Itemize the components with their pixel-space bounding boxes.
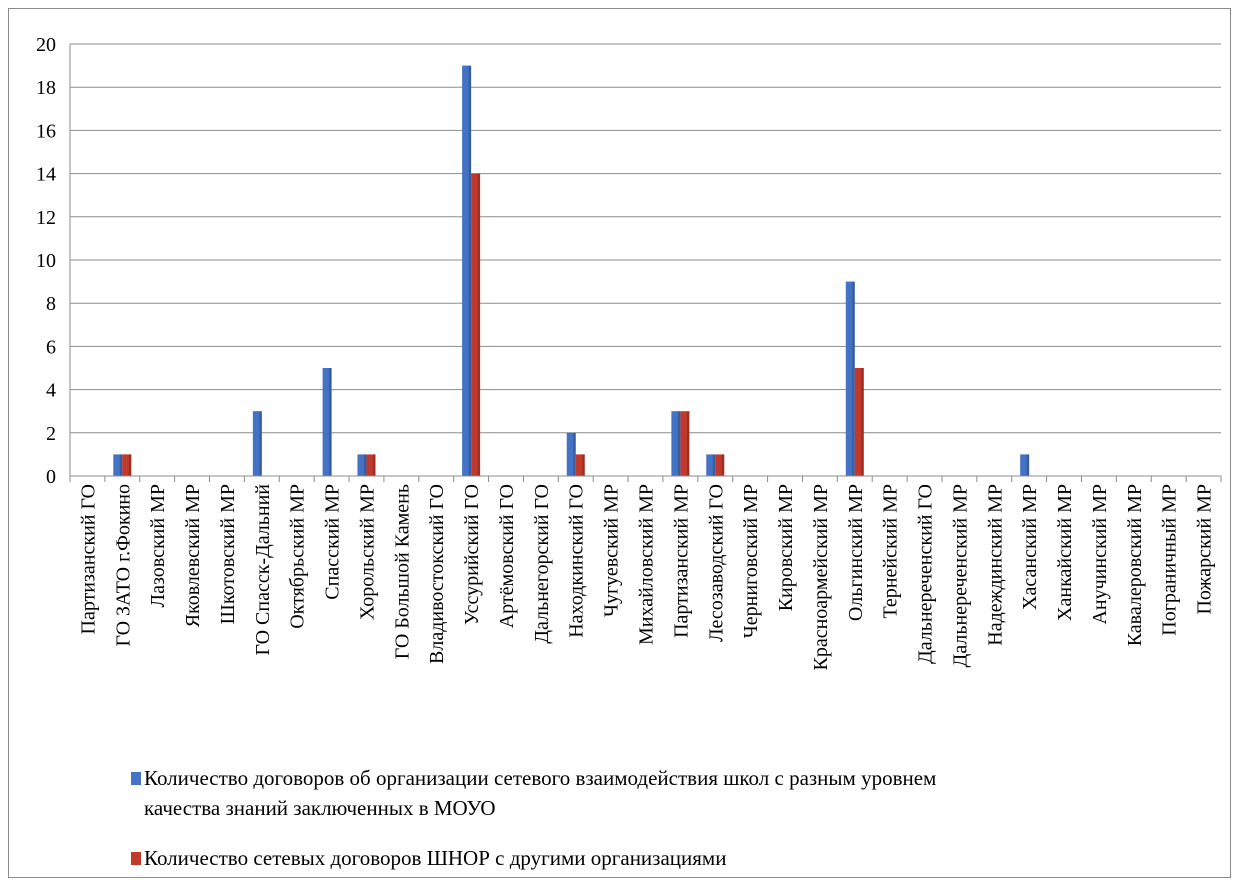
bar-series-1-27 bbox=[1020, 454, 1030, 476]
legend-swatch-series-2 bbox=[131, 852, 141, 865]
legend-label-series-1-line-1: Количество договоров об организации сете… bbox=[144, 766, 937, 790]
bar-shade-series-1-5 bbox=[259, 411, 262, 476]
y-tick-label-4: 4 bbox=[46, 380, 56, 402]
x-category-label-12: Артёмовский ГО bbox=[496, 484, 518, 628]
bar-shade-series-1-1 bbox=[119, 454, 123, 476]
bar-series-2-18 bbox=[715, 454, 725, 476]
x-category-label-4: Шкотовский МР bbox=[217, 484, 239, 624]
bar-shade-series-1-14 bbox=[573, 432, 576, 476]
x-category-label-7: Спасский МР bbox=[322, 484, 344, 600]
x-category-label-15: Чугуевский МР bbox=[601, 484, 623, 617]
legend-item-series-1: Количество договоров об организации сете… bbox=[131, 763, 936, 823]
bar-series-1-11 bbox=[462, 65, 472, 476]
y-tick-label-16: 16 bbox=[36, 120, 56, 142]
bar-shade-series-1-27 bbox=[1026, 454, 1030, 476]
x-category-label-22: Ольгинский МР bbox=[845, 484, 867, 621]
bar-series-1-22 bbox=[845, 281, 855, 476]
x-category-label-21: Красноармейский МР bbox=[810, 484, 832, 671]
x-axis: Партизанский ГО ГО ЗАТО г.Фокино Лазовский… bbox=[69, 475, 1222, 671]
bar-series-2-8 bbox=[366, 454, 376, 476]
legend-label-series-1: Количество договоров об организации сете… bbox=[144, 763, 936, 823]
y-tick-label-6: 6 bbox=[46, 336, 56, 358]
x-category-label-17: Партизанский МР bbox=[670, 484, 692, 638]
legend-label-series-2: Количество сетевых договоров ШНОР с друг… bbox=[144, 846, 727, 870]
bar-shade-series-1-7 bbox=[329, 368, 332, 476]
gridlines bbox=[70, 43, 1221, 477]
x-category-label-32: Пожарский МР bbox=[1194, 484, 1216, 615]
x-category-label-5: ГО Спасск-Дальний bbox=[252, 484, 274, 656]
x-category-label-9: ГО Большой Камень bbox=[391, 484, 413, 659]
bar-series-2-17 bbox=[680, 411, 690, 476]
x-category-label-13: Дальнегорский ГО bbox=[531, 484, 553, 644]
x-category-label-14: Находкинский ГО bbox=[566, 484, 588, 638]
x-category-label-25: Дальнереченский МР bbox=[949, 484, 971, 667]
y-tick-label-0: 0 bbox=[46, 466, 56, 488]
x-category-label-6: Октябрьский МР bbox=[287, 484, 309, 629]
x-category-label-30: Кавалеровский МР bbox=[1124, 484, 1146, 646]
y-axis: 0 2 4 6 8 10 12 14 16 18 20 bbox=[36, 34, 71, 488]
y-tick-label-10: 10 bbox=[36, 250, 56, 272]
x-category-label-20: Кировский МР bbox=[775, 484, 797, 611]
bar-shade-series-1-17 bbox=[677, 411, 681, 476]
legend-swatch-series-1 bbox=[131, 772, 141, 785]
legend-item-series-2: Количество сетевых договоров ШНОР с друг… bbox=[131, 843, 726, 873]
x-category-label-19: Черниговский МР bbox=[740, 484, 762, 638]
y-tick-label-18: 18 bbox=[36, 77, 56, 99]
bar-series-1-17 bbox=[671, 411, 681, 476]
x-category-label-0: Партизанский ГО bbox=[77, 484, 99, 635]
x-category-label-1: ГО ЗАТО г.Фокино bbox=[112, 484, 134, 646]
bar-series-1-18 bbox=[706, 454, 716, 476]
bar-series-1-1 bbox=[113, 454, 123, 476]
bar-shade-series-2-18 bbox=[721, 454, 725, 476]
bar-series-1-14 bbox=[566, 432, 576, 476]
x-category-label-8: Хорольский МР bbox=[356, 484, 378, 620]
bar-shade-series-2-11 bbox=[477, 173, 481, 476]
bar-shade-series-2-8 bbox=[372, 454, 376, 476]
bar-shade-series-2-1 bbox=[128, 454, 132, 476]
x-category-label-28: Ханкайский МР bbox=[1054, 484, 1076, 621]
bar-series-2-22 bbox=[854, 368, 864, 476]
bar-shade-series-1-8 bbox=[363, 454, 367, 476]
x-category-label-3: Яковлевский МР bbox=[182, 484, 204, 627]
legend-label-series-1-line-2: качества знаний заключенных в МОУО bbox=[144, 796, 496, 820]
bar-series-1-5 bbox=[252, 411, 262, 476]
x-category-label-26: Надеждинский МР bbox=[984, 484, 1006, 646]
bar-shade-series-1-18 bbox=[712, 454, 716, 476]
x-category-label-29: Анучинский МР bbox=[1089, 484, 1111, 625]
y-tick-label-14: 14 bbox=[36, 164, 56, 186]
x-category-label-24: Дальнереченский ГО bbox=[915, 484, 937, 664]
bar-shade-series-1-11 bbox=[468, 65, 472, 476]
x-category-label-18: Лесозаводский ГО bbox=[705, 484, 727, 642]
bar-shade-series-1-22 bbox=[852, 281, 855, 476]
x-category-label-16: Михайловский МР bbox=[636, 484, 658, 645]
x-category-label-11: Уссурийский ГО bbox=[461, 484, 483, 625]
x-category-label-2: Лазовский МР bbox=[147, 484, 169, 607]
x-category-label-23: Тернейский МР bbox=[880, 484, 902, 619]
y-tick-label-8: 8 bbox=[46, 293, 56, 315]
bar-series-2-1 bbox=[122, 454, 132, 476]
x-category-label-27: Хасанский МР bbox=[1019, 484, 1041, 610]
bar-series-2-14 bbox=[575, 454, 585, 476]
y-tick-label-2: 2 bbox=[46, 423, 56, 445]
bar-shade-series-2-22 bbox=[861, 368, 864, 476]
bar-shade-series-2-14 bbox=[582, 454, 585, 476]
bar-shade-series-2-17 bbox=[686, 411, 690, 476]
bars bbox=[113, 65, 1030, 476]
bar-series-2-11 bbox=[471, 173, 481, 476]
x-category-label-31: Пограничный МР bbox=[1159, 484, 1181, 636]
y-tick-label-20: 20 bbox=[36, 34, 56, 56]
bar-series-1-7 bbox=[322, 368, 332, 476]
chart-area bbox=[8, 8, 1231, 878]
x-category-label-10: Владивостокский ГО bbox=[426, 484, 448, 664]
y-tick-label-12: 12 bbox=[36, 207, 56, 229]
bar-series-1-8 bbox=[357, 454, 367, 476]
